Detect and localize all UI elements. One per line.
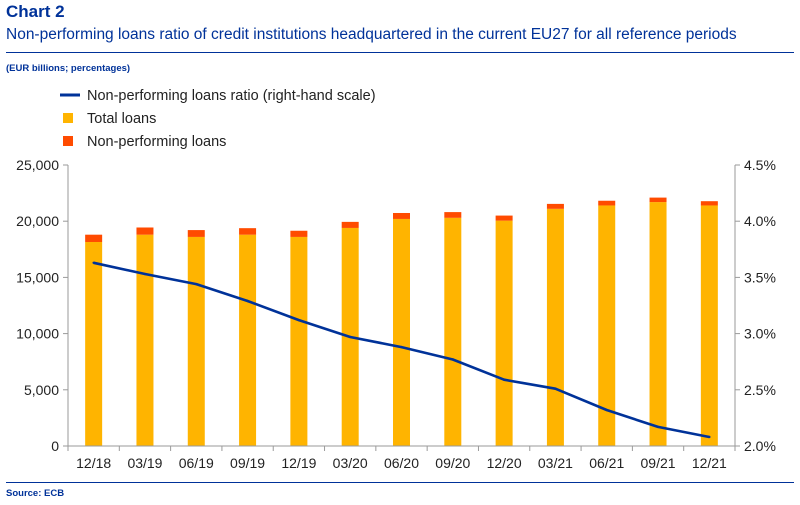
x-tick-label: 12/20 [487,455,522,471]
x-tick-label: 09/19 [230,455,265,471]
x-tick-label: 06/20 [384,455,419,471]
ratio-point [656,425,660,429]
bottom-rule [6,482,794,483]
bar-non-performing-loans [341,221,359,228]
ratio-line [92,261,711,439]
bar-total-loans [393,218,410,446]
ratio-point [708,435,711,439]
bar-total-loans [239,234,257,446]
x-tick-label: 09/20 [435,455,470,471]
left-tick-label: 20,000 [16,213,59,229]
bar-total-loans [136,234,154,446]
x-tick-label: 03/20 [333,455,368,471]
bar-non-performing-loans [546,203,564,209]
right-tick-label: 3.0% [744,326,776,342]
legend-swatch-non-performing-loans [63,136,73,146]
ratio-point [246,299,249,303]
x-tick-label: 09/21 [641,455,676,471]
ratio-point [143,272,147,276]
units-note: (EUR billions; percentages) [6,63,131,74]
x-tick-label: 06/19 [179,455,214,471]
bar-non-performing-loans [598,200,616,206]
bars [85,197,718,446]
ratio-point [502,378,506,381]
bar-total-loans [495,220,513,446]
bar-total-loans [598,205,616,446]
right-tick-label: 2.5% [744,382,776,398]
top-rule [6,52,794,53]
right-tick-label: 4.5% [744,157,776,173]
legend-swatch-total-loans [63,113,73,123]
bar-non-performing-loans [85,234,103,242]
x-tick-label: 06/21 [589,455,624,471]
bar-total-loans [290,236,308,446]
axes: 0 5,000 10,000 15,000 20,000 25,000 2.0% 2.5% 3.… [16,157,776,471]
left-tick-label: 0 [51,438,59,454]
right-tick-label: 4.0% [744,213,776,229]
bar-non-performing-loans [700,201,718,206]
left-tick-label: 15,000 [16,269,59,285]
x-tick-label: 03/19 [127,455,162,471]
ratio-point [348,335,352,339]
ratio-point [92,261,95,264]
left-tick-label: 25,000 [16,157,59,173]
chart: Non-performing loans ratio (right-hand s… [16,88,776,471]
legend-label-non-performing-loans: Non-performing loans [87,134,226,150]
ratio-point [195,282,198,286]
x-tick-label: 12/18 [76,455,111,471]
chart-title: Non-performing loans ratio of credit ins… [6,26,737,43]
bar-total-loans [85,241,103,446]
right-tick-label: 2.0% [744,438,776,454]
x-tick-label: 03/21 [538,455,573,471]
ratio-point [400,345,403,349]
bar-total-loans [444,217,462,446]
bar-total-loans [700,205,718,446]
source-note: Source: ECB [6,488,65,499]
left-tick-label: 10,000 [16,326,59,342]
bar-non-performing-loans [444,212,462,218]
bar-non-performing-loans [393,212,410,219]
x-tick-label: 12/19 [281,455,316,471]
bar-total-loans [546,208,564,446]
ratio-point [451,358,455,361]
x-tick-label: 12/21 [692,455,727,471]
legend: Non-performing loans ratio (right-hand s… [60,88,376,150]
bar-non-performing-loans [495,215,513,221]
bar-non-performing-loans [136,227,154,235]
bar-total-loans [649,202,667,446]
bar-non-performing-loans [290,230,308,237]
chart-label: Chart 2 [6,2,65,21]
bar-total-loans [187,236,205,446]
legend-label-total-loans: Total loans [87,111,156,127]
bar-non-performing-loans [649,197,667,203]
ratio-point [297,318,301,322]
legend-label-ratio: Non-performing loans ratio (right-hand s… [87,88,376,104]
bar-non-performing-loans [187,230,205,237]
ratio-point [605,408,608,412]
right-tick-label: 3.5% [744,269,776,285]
bar-non-performing-loans [239,228,257,235]
left-tick-label: 5,000 [24,382,59,398]
ratio-point [554,387,557,390]
